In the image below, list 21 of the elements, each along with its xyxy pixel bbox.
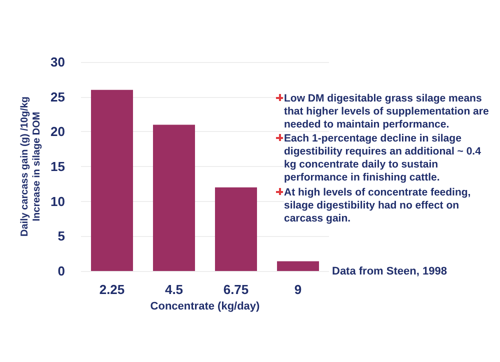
y-tick-label: 20 bbox=[50, 124, 65, 140]
annotation: Low DM digesitable grass silage means that higher levels of supplementation are needed to maintain performance. bbox=[284, 92, 492, 130]
y-tick-label: 0 bbox=[58, 264, 65, 278]
annotation: Each 1-percentage decline in silage digestibility requires an additional ~ 0.4 kg concentrate daily to sustain performance in finishing cattle. bbox=[284, 132, 484, 184]
bar bbox=[215, 187, 257, 271]
y-tick-label: 5 bbox=[58, 228, 65, 244]
y-tick-label: 10 bbox=[50, 194, 65, 209]
x-tick-label: 2.25 bbox=[99, 282, 125, 297]
y-axis-title: Daily carcass gain (g) /10g/kg Increase in silage DOM bbox=[20, 96, 42, 237]
y-tick-label: 25 bbox=[50, 89, 65, 104]
x-tick-label: 9 bbox=[294, 282, 302, 297]
text: Data from Steen, 1998 bbox=[332, 266, 447, 278]
y-tick-label: 15 bbox=[50, 159, 65, 174]
x-tick-label: 4.5 bbox=[164, 282, 184, 297]
bar bbox=[153, 124, 195, 271]
x-tick-label: 6.75 bbox=[223, 282, 249, 297]
bar bbox=[91, 90, 133, 271]
bar bbox=[277, 261, 319, 271]
annotation: At high levels of concentrate feeding, silage digestibility had no effect on carcass gain. bbox=[284, 186, 474, 224]
y-tick-label: 30 bbox=[50, 54, 65, 70]
x-axis-title: Concentrate (kg/day) bbox=[150, 300, 260, 312]
